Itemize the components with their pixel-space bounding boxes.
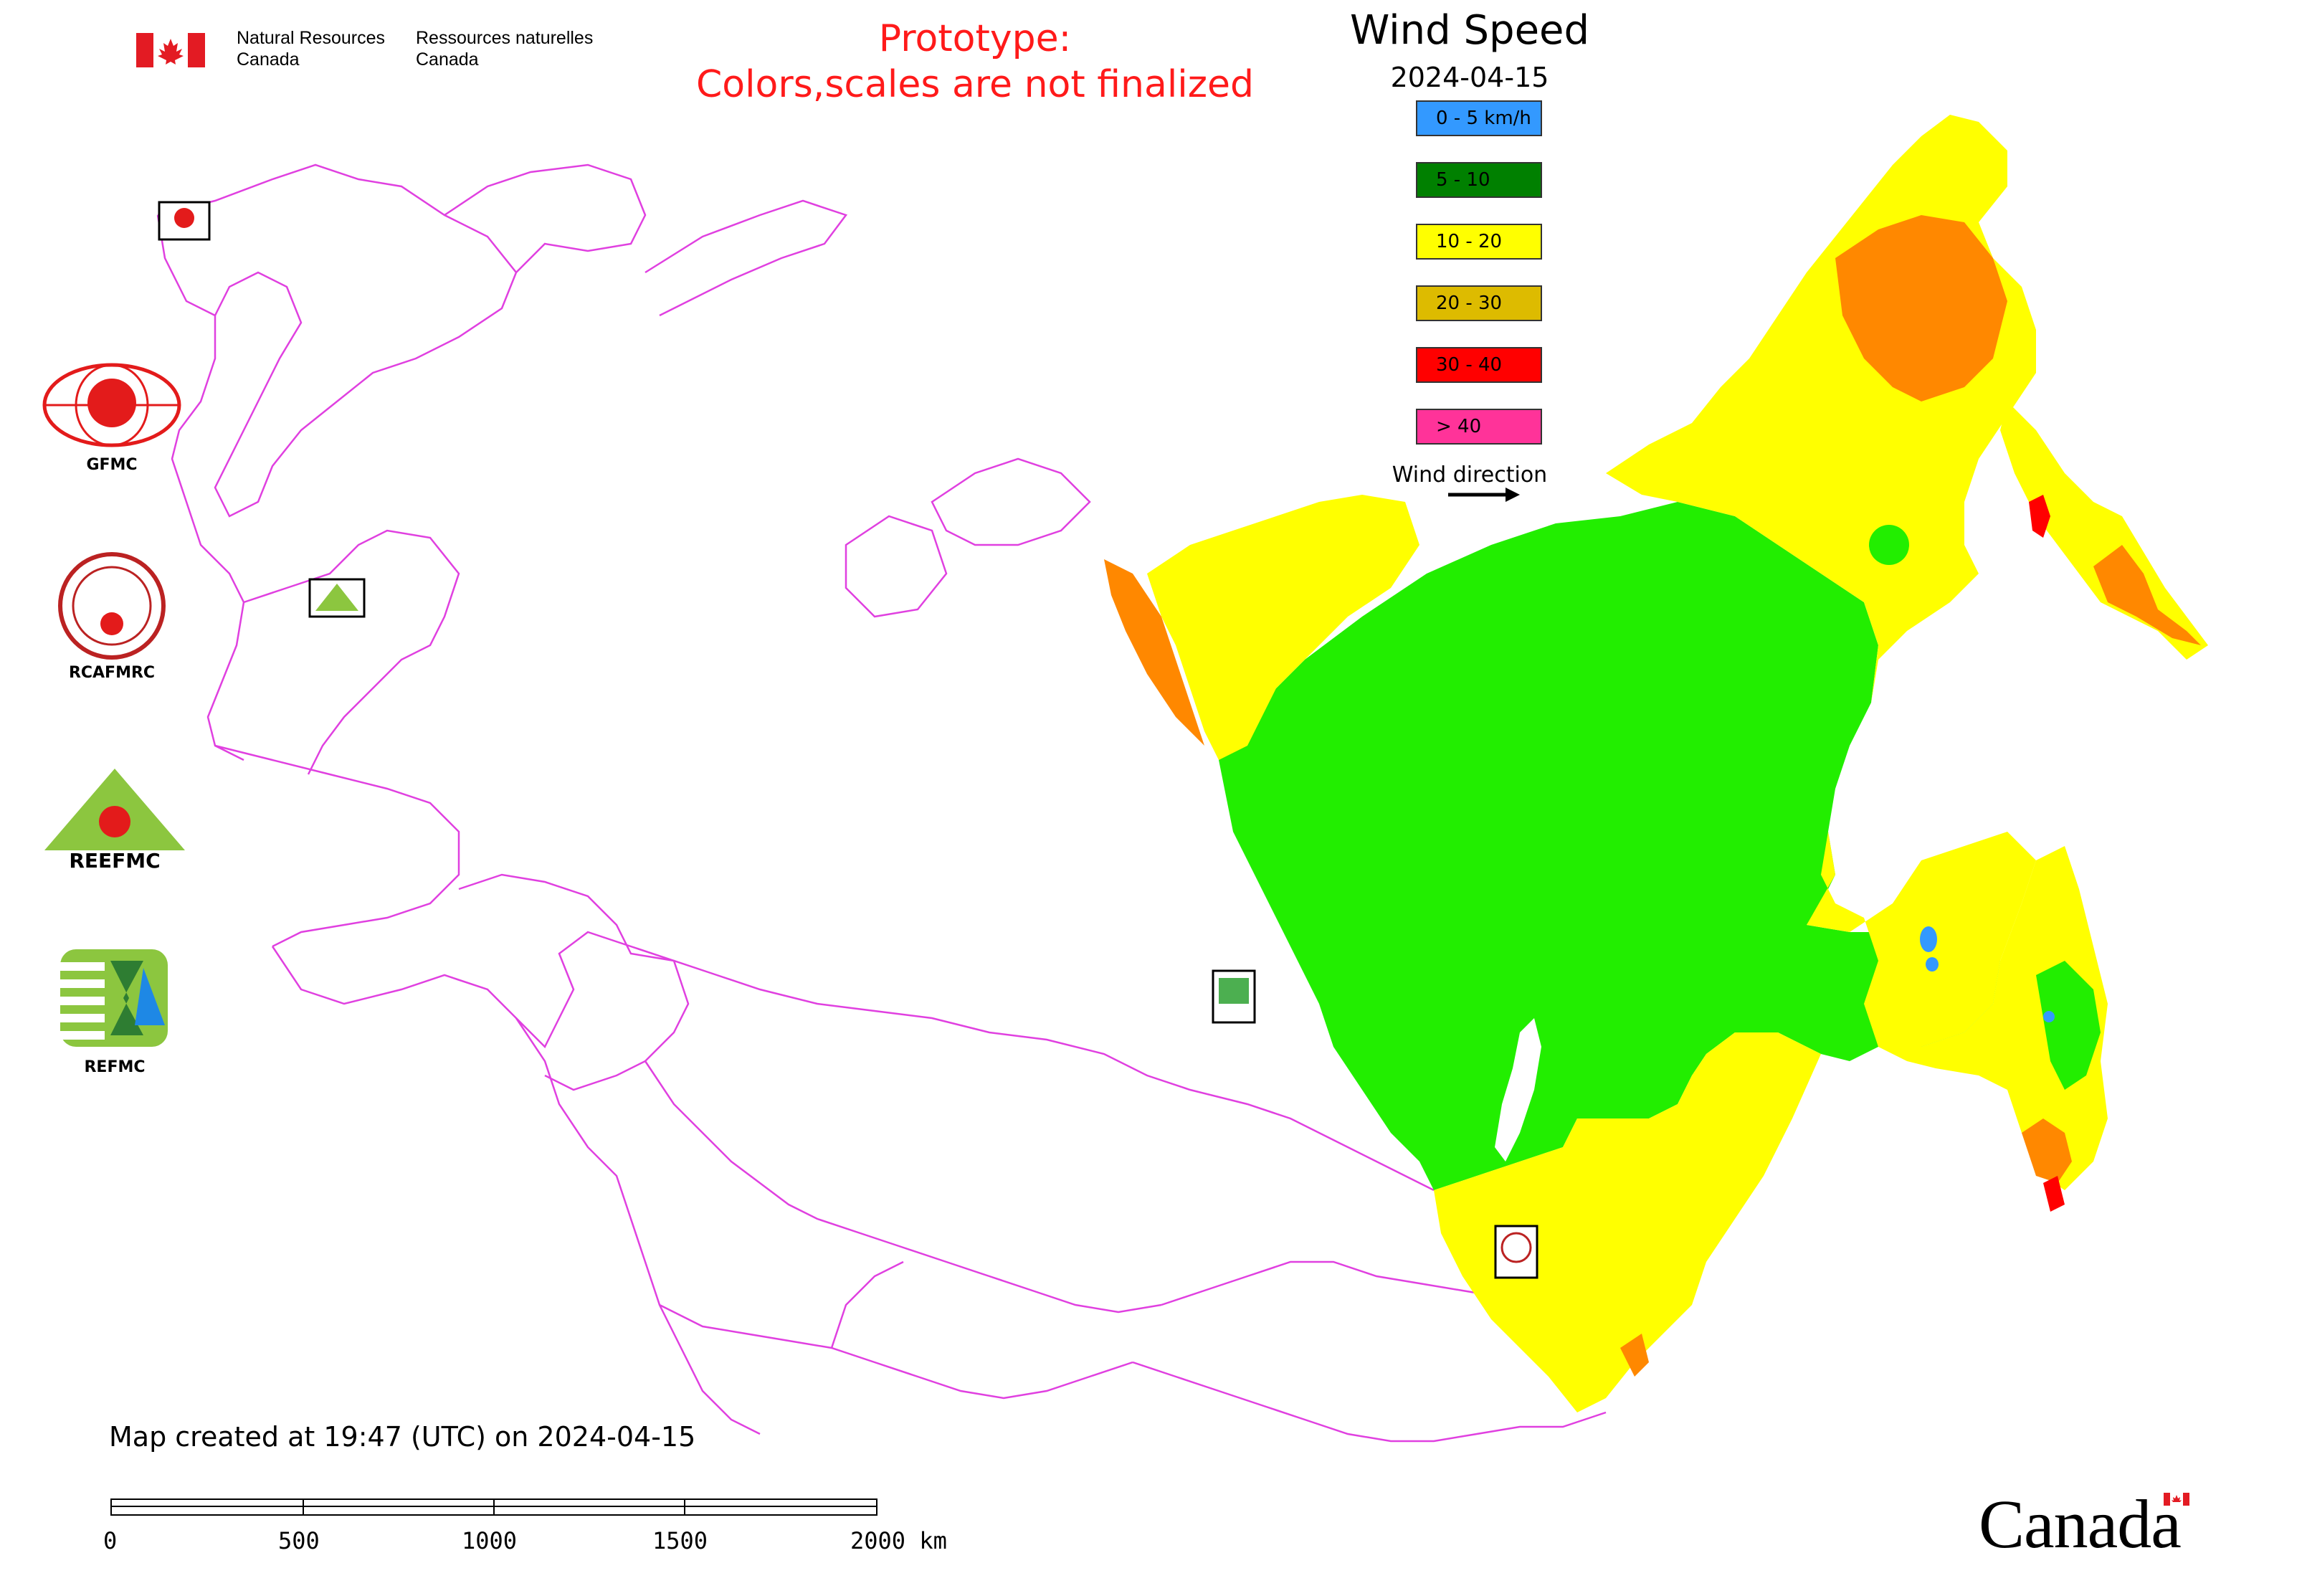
legend-class-0: 0 - 5 km/h bbox=[1416, 100, 1542, 136]
legend-title: Wind Speed bbox=[1349, 7, 1590, 54]
refmc-emblem-icon bbox=[60, 949, 168, 1047]
border-novaya-zemlya bbox=[645, 199, 848, 317]
prototype-notice: Prototype: Colors,scales are not finaliz… bbox=[645, 16, 1305, 108]
zone-red-primorye bbox=[2043, 1176, 2065, 1212]
reefmc-logo[interactable]: REEFMC bbox=[37, 764, 192, 876]
zone-orange-primorye bbox=[2022, 1118, 2072, 1183]
rcafmrc-label: RCAFMRC bbox=[68, 664, 156, 682]
border-nordic bbox=[157, 163, 518, 761]
zone-orange-kamchatka bbox=[2093, 545, 2201, 645]
border-caspian bbox=[515, 1017, 761, 1435]
lake-blue-2 bbox=[1926, 957, 1939, 972]
lake-blue-3 bbox=[2043, 1011, 2055, 1022]
border-central-asia bbox=[644, 1060, 1162, 1314]
border-baltics bbox=[243, 529, 460, 775]
lake-baikal bbox=[1495, 1018, 1541, 1162]
legend-class-3: 20 - 30 bbox=[1416, 285, 1542, 321]
legend-class-1: 5 - 10 bbox=[1416, 162, 1542, 198]
zone-green-sakhalin bbox=[2036, 961, 2101, 1090]
scale-tick-0: 0 bbox=[103, 1527, 118, 1554]
wordmark-flag-icon bbox=[2164, 1493, 2189, 1506]
scale-tick-500: 500 bbox=[278, 1527, 320, 1554]
scale-bar bbox=[110, 1498, 877, 1517]
wind-direction-arrow bbox=[1448, 488, 1520, 502]
canada-wordmark-text: Canada bbox=[1979, 1486, 2182, 1562]
border-kola bbox=[444, 163, 647, 273]
legend-class-2: 10 - 20 bbox=[1416, 224, 1542, 260]
lake-green-ring bbox=[1869, 525, 1909, 565]
zone-yellow-south bbox=[1434, 1032, 1821, 1412]
canada-flag-icon bbox=[136, 33, 205, 67]
border-belarus bbox=[214, 744, 460, 948]
zone-yellow-se bbox=[1878, 846, 2108, 1190]
scale-tick-1000: 1000 bbox=[462, 1527, 518, 1554]
prototype-notice-line2: Colors,scales are not finalized bbox=[695, 63, 1255, 106]
center-markers bbox=[158, 201, 1538, 1279]
lake-blue-1 bbox=[1920, 926, 1937, 952]
border-taimyr bbox=[931, 457, 1091, 546]
map-credit: Map created at 19:47 (UTC) on 2024-04-15 bbox=[109, 1421, 696, 1453]
legend-date: 2024-04-15 bbox=[1390, 62, 1549, 93]
border-kyrgyz bbox=[830, 1260, 904, 1349]
reefmc-mark-text: REEFMC bbox=[69, 849, 160, 872]
border-ukraine bbox=[271, 931, 690, 1091]
zone-yellow-kamchatka bbox=[2000, 402, 2208, 660]
zone-orange-ne bbox=[1835, 215, 2007, 402]
wind-direction-label: Wind direction bbox=[1392, 462, 1548, 488]
gfmc-logo[interactable]: GFMC bbox=[40, 358, 184, 474]
gfmc-globe-icon bbox=[42, 363, 181, 447]
reefmc-triangle-icon: REEFMC bbox=[44, 769, 185, 873]
gfmc-label: GFMC bbox=[86, 456, 138, 474]
scale-tick-2000: 2000 km bbox=[850, 1527, 947, 1554]
zone-orange-south bbox=[1620, 1334, 1649, 1377]
rcafmrc-seal-icon bbox=[58, 552, 166, 660]
zone-green-main bbox=[1219, 502, 2000, 1190]
border-yamal bbox=[845, 515, 948, 618]
zone-yellow-west bbox=[1147, 495, 1419, 760]
refmc-label: REFMC bbox=[84, 1058, 146, 1076]
canada-wordmark: Canada bbox=[1979, 1488, 2215, 1567]
country-borders bbox=[156, 163, 1607, 1443]
zone-orange-west bbox=[1104, 559, 1204, 746]
department-name-fr: Ressources naturelles Canada bbox=[416, 28, 594, 70]
legend-class-5: > 40 bbox=[1416, 409, 1542, 445]
border-turkmenistan bbox=[659, 1303, 1133, 1400]
scale-tick-1500: 1500 bbox=[652, 1527, 708, 1554]
border-china-south bbox=[1132, 1361, 1607, 1443]
department-name-en: Natural Resources Canada bbox=[237, 28, 386, 70]
rcafmrc-logo[interactable]: RCAFMRC bbox=[54, 552, 169, 682]
prototype-notice-line1: Prototype: bbox=[878, 17, 1072, 60]
refmc-logo[interactable]: REFMC bbox=[50, 946, 179, 1076]
border-kazakhstan bbox=[458, 873, 1435, 1192]
legend-class-4: 30 - 40 bbox=[1416, 347, 1542, 383]
zone-red-kamchatka bbox=[2029, 495, 2050, 538]
wind-speed-fills bbox=[1104, 115, 2208, 1412]
